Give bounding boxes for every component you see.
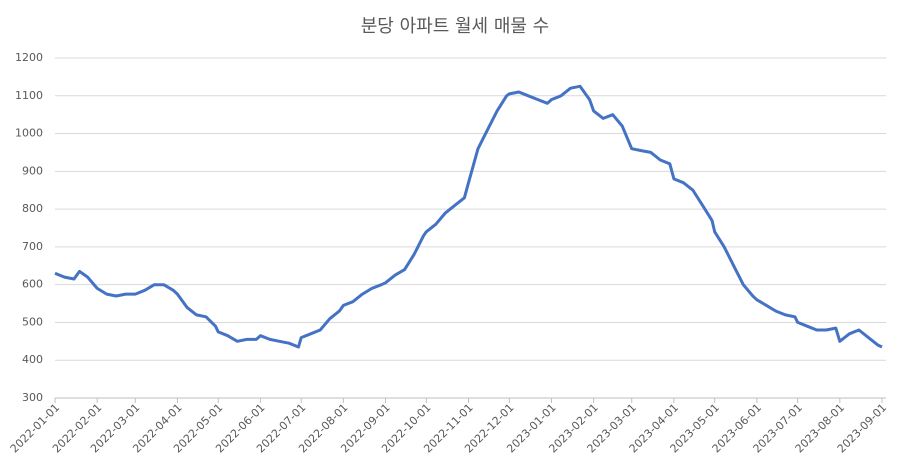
- y-tick-label: 1200: [15, 51, 43, 64]
- y-tick-label: 700: [22, 240, 43, 253]
- series-line: [54, 84, 883, 349]
- y-tick-label: 400: [22, 353, 43, 366]
- y-tick-label: 500: [22, 315, 43, 328]
- y-tick-label: 300: [22, 391, 43, 404]
- y-tick-label: 1100: [15, 89, 43, 102]
- y-tick-label: 900: [22, 164, 43, 177]
- y-tick-label: 600: [22, 278, 43, 291]
- y-tick-label: 800: [22, 202, 43, 215]
- y-tick-label: 1000: [15, 127, 43, 140]
- chart-title: 분당 아파트 월세 매물 수: [361, 16, 550, 37]
